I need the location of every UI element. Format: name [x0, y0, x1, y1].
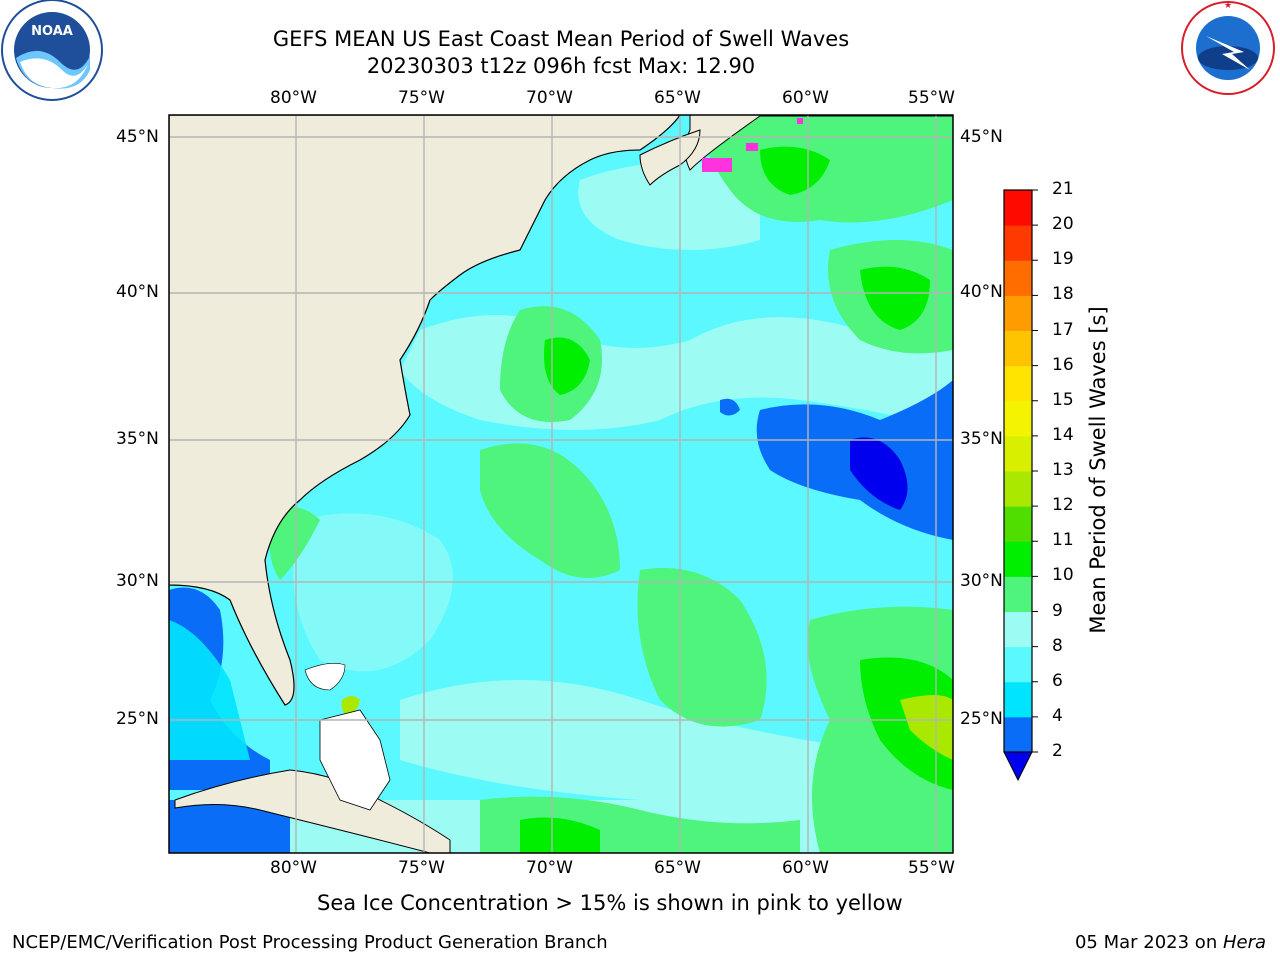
colorbar-extend-triangle — [1003, 751, 1033, 782]
colorbar-segment — [1004, 576, 1032, 612]
svg-text:★: ★ — [1224, 1, 1232, 11]
colorbar-segment — [1004, 295, 1032, 331]
colorbar-label: Mean Period of Swell Waves [s] — [1086, 306, 1110, 634]
colorbar-segment — [1004, 190, 1032, 226]
colorbar-segment — [1004, 646, 1032, 683]
lat-tick-left: 45°N — [116, 127, 159, 147]
lon-tick-bottom: 75°W — [398, 858, 445, 878]
colorbar-segment — [1004, 541, 1032, 577]
sea-ice-caption: Sea Ice Concentration > 15% is shown in … — [317, 891, 903, 915]
colorbar-tick-label: 2 — [1052, 741, 1063, 761]
cuba-land — [174, 769, 451, 853]
colorbar-segment — [1004, 260, 1032, 296]
lon-tick-bottom: 80°W — [270, 858, 317, 878]
lon-tick-top: 75°W — [398, 88, 445, 108]
lat-tick-right: 40°N — [960, 282, 1003, 302]
lon-tick-bottom: 55°W — [908, 858, 955, 878]
colorbar-tick-label: 4 — [1052, 705, 1063, 726]
colorbar-segment — [1004, 330, 1032, 367]
run-date: 05 Mar 2023 on Hera — [1075, 932, 1266, 953]
lon-tick-top: 60°W — [782, 88, 829, 108]
lon-tick-bottom: 65°W — [654, 858, 701, 878]
lat-tick-left: 35°N — [116, 429, 159, 449]
producer-credit: NCEP/EMC/Verification Post Processing Pr… — [12, 932, 608, 953]
lat-tick-right: 25°N — [960, 709, 1003, 729]
colorbar-tick-label: 18 — [1052, 284, 1074, 305]
noaa-logo-icon: NOAA — [1, 0, 103, 101]
colorbar-tick-label: 6 — [1052, 670, 1063, 691]
colorbar-tick-label: 19 — [1052, 249, 1074, 270]
noaa-logo-text: NOAA — [31, 24, 73, 39]
colorbar-segment — [1004, 471, 1032, 507]
colorbar — [1003, 189, 1038, 782]
lon-tick-top: 55°W — [908, 88, 955, 108]
lon-tick-top: 70°W — [526, 88, 573, 108]
colorbar-segment — [1004, 225, 1032, 261]
us-east-coast-land — [169, 115, 681, 706]
colorbar-tick-label: 13 — [1052, 460, 1074, 480]
lat-tick-left: 40°N — [116, 282, 159, 302]
run-date-text: 05 Mar 2023 on — [1074, 932, 1223, 953]
colorbar-tick-label: 8 — [1052, 635, 1063, 656]
bahamas-banks — [319, 709, 391, 811]
colorbar-tick-label: 17 — [1052, 319, 1074, 340]
colorbar-tick-label: 21 — [1052, 179, 1074, 199]
lon-tick-top: 65°W — [654, 88, 701, 108]
lat-tick-right: 30°N — [960, 571, 1003, 591]
colorbar-segment — [1004, 435, 1032, 472]
map-title: GEFS MEAN US East Coast Mean Period of S… — [272, 27, 850, 51]
colorbar-segment — [1004, 611, 1032, 648]
lat-tick-right: 45°N — [960, 127, 1003, 147]
map-subtitle: 20230303 t12z 096h fcst Max: 12.90 — [366, 54, 756, 78]
swell-period-field — [169, 115, 953, 853]
sea-ice-marker — [702, 158, 732, 172]
lat-tick-left: 25°N — [116, 709, 159, 729]
colorbar-segment — [1004, 400, 1032, 437]
nws-logo-icon: ★ — [1181, 1, 1275, 95]
colorbar-segment — [1004, 365, 1032, 402]
colorbar-tick-label: 11 — [1052, 530, 1074, 551]
map-frame — [168, 114, 954, 854]
colorbar-tick-label: 16 — [1052, 354, 1074, 375]
colorbar-tick-label: 12 — [1052, 495, 1074, 516]
lat-tick-left: 30°N — [116, 571, 159, 591]
run-host: Hera — [1222, 932, 1266, 953]
colorbar-segment — [1004, 716, 1032, 753]
colorbar-segment — [1004, 681, 1032, 718]
colorbar-segment — [1004, 506, 1032, 542]
graticule — [169, 115, 953, 853]
colorbar-tick-label: 9 — [1052, 600, 1063, 621]
colorbar-tick-label: 15 — [1052, 389, 1074, 410]
lon-tick-bottom: 60°W — [782, 858, 829, 878]
lat-tick-right: 35°N — [960, 429, 1003, 449]
colorbar-tick-label: 14 — [1052, 424, 1074, 445]
lon-tick-bottom: 70°W — [526, 858, 573, 878]
colorbar-tick-label: 10 — [1052, 565, 1074, 586]
lon-tick-top: 80°W — [270, 88, 317, 108]
colorbar-tick-label: 20 — [1052, 214, 1074, 235]
